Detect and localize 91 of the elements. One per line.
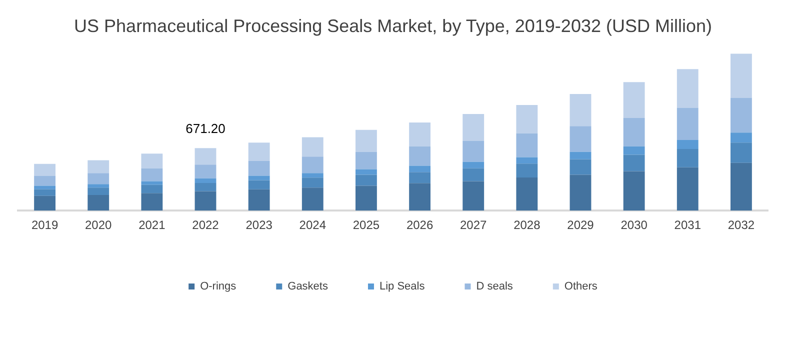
bar (516, 157, 538, 164)
bar (141, 168, 163, 182)
bar (302, 156, 324, 174)
bar (570, 152, 592, 160)
bar (462, 162, 484, 168)
bar (623, 146, 645, 155)
annotation: 671.20 (186, 121, 226, 136)
bar (34, 189, 56, 196)
bar (194, 164, 216, 178)
bar (88, 188, 110, 196)
bar (302, 173, 324, 178)
bar (34, 164, 56, 176)
bar (194, 148, 216, 165)
x-tick-label: 2025 (352, 218, 380, 232)
x-tick-label: 2032 (728, 218, 755, 232)
x-tick-label: 2027 (460, 218, 488, 232)
bar (516, 104, 538, 134)
bar (516, 164, 538, 178)
x-tick-label: 2022 (192, 218, 220, 232)
bar (88, 160, 110, 174)
x-tick-label: 2031 (674, 218, 702, 232)
legend-label: D seals (476, 280, 514, 293)
bar (302, 178, 324, 188)
legend-label: Lip Seals (379, 280, 426, 293)
bar (409, 122, 430, 146)
bar (302, 188, 324, 211)
x-tick-label: 2019 (31, 218, 58, 232)
bar (302, 137, 324, 157)
bar (356, 186, 377, 211)
bar (462, 168, 484, 182)
bar (409, 146, 430, 166)
bar (462, 181, 484, 211)
bar (516, 177, 538, 211)
x-tick-label: 2024 (299, 218, 326, 232)
bar (623, 154, 645, 172)
bar (248, 160, 270, 176)
bar (570, 94, 592, 126)
bar (88, 195, 110, 211)
bar (141, 181, 163, 185)
bar (570, 126, 592, 152)
legend-label: Gaskets (288, 280, 328, 293)
bar (34, 176, 56, 186)
bar (462, 114, 484, 141)
bar (730, 142, 752, 163)
bar (141, 154, 163, 168)
x-tick-label: 2021 (138, 218, 166, 232)
x-tick-label: 2023 (246, 218, 273, 232)
bar (730, 132, 752, 143)
bar (248, 180, 270, 190)
x-tick-label: 2029 (567, 218, 594, 232)
x-tick-label: 2030 (620, 218, 648, 232)
bar (623, 82, 645, 118)
bar (570, 174, 592, 211)
bar (730, 162, 752, 211)
bar (570, 159, 592, 175)
bar (409, 166, 430, 172)
bar (356, 152, 377, 170)
bar (730, 98, 752, 133)
bar (623, 118, 645, 146)
bar (462, 140, 484, 162)
bar (356, 130, 377, 152)
chart-title: US Pharmaceutical Processing Seals Market, by Type, 2019-2032 (USD Million) (74, 16, 712, 36)
bar (676, 149, 698, 168)
x-tick-label: 2020 (85, 218, 112, 232)
bar (248, 189, 270, 211)
bar (194, 178, 216, 183)
bar (516, 133, 538, 158)
bar (88, 184, 110, 188)
bar (34, 196, 56, 211)
x-tick-label: 2026 (406, 218, 434, 232)
bar (194, 191, 216, 211)
x-tick-label: 2028 (514, 218, 541, 232)
bar (141, 184, 163, 194)
bar (248, 176, 270, 180)
legend-label: Others (564, 280, 598, 293)
bar (676, 140, 698, 150)
bar (730, 54, 752, 98)
bar (356, 169, 377, 175)
bar (194, 182, 216, 192)
bar (356, 174, 377, 186)
bar (676, 108, 698, 140)
bar (409, 183, 430, 211)
bar (248, 142, 270, 161)
legend-label: O-rings (200, 280, 237, 293)
bar (676, 167, 698, 211)
bar (409, 172, 430, 184)
bar (141, 193, 163, 211)
bar (676, 69, 698, 108)
bar (88, 173, 110, 184)
bar (34, 186, 56, 190)
bar (623, 171, 645, 211)
